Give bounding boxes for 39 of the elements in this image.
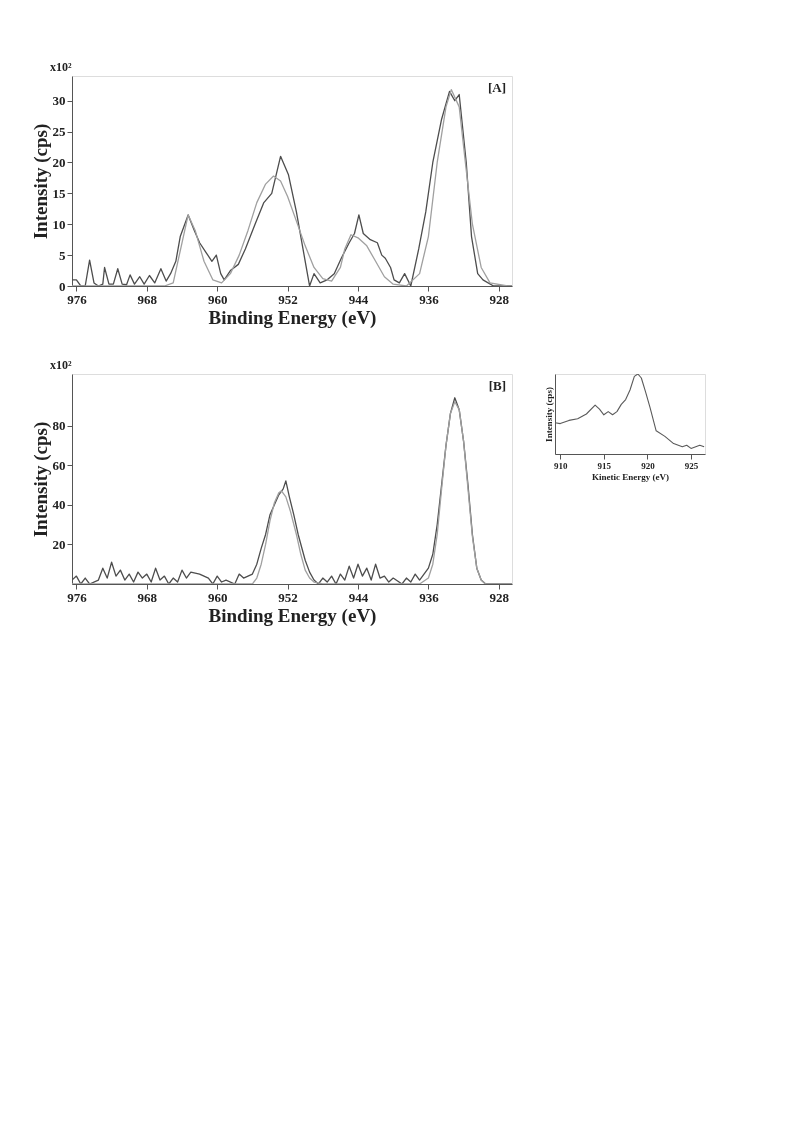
x-tick-label: 968 bbox=[137, 291, 158, 307]
y-tick-label: 15 bbox=[52, 185, 66, 201]
x-axis-title: Binding Energy (eV) bbox=[208, 306, 377, 329]
x-tick-label: 920 bbox=[641, 460, 656, 471]
text: x10² bbox=[50, 60, 72, 74]
x-tick-label: 928 bbox=[489, 589, 510, 605]
y-tick-label: 60 bbox=[52, 457, 66, 473]
x-axis-title: Binding Energy (eV) bbox=[208, 604, 377, 627]
text: x10² bbox=[50, 358, 72, 372]
x-tick-label: 968 bbox=[137, 589, 158, 605]
y-tick-label: 0 bbox=[59, 278, 66, 294]
annotation: [A] bbox=[487, 80, 506, 95]
x-tick-label: 944 bbox=[348, 291, 369, 307]
y-tick-label: 40 bbox=[52, 497, 66, 513]
y-axis-title: Intensity (cps) bbox=[29, 421, 52, 538]
x-tick-label: 944 bbox=[348, 589, 369, 605]
x-tick-label: 928 bbox=[489, 291, 510, 307]
x-tick-label: 960 bbox=[207, 291, 228, 307]
y-axis-title: Intensity (cps) bbox=[29, 123, 52, 240]
y-tick-label: 10 bbox=[52, 216, 66, 232]
y-tick-label: 25 bbox=[52, 124, 66, 140]
y-tick-label: 30 bbox=[52, 93, 66, 109]
x-tick-label: 976 bbox=[67, 291, 88, 307]
x-tick-label: 915 bbox=[597, 460, 612, 471]
y-tick-label: 20 bbox=[52, 536, 66, 552]
x-tick-label: 925 bbox=[684, 460, 699, 471]
x-tick-label: 910 bbox=[553, 460, 568, 471]
x-tick-label: 936 bbox=[419, 589, 440, 605]
y-tick-label: 20 bbox=[52, 154, 66, 170]
y-axis-title: Intensity (cps) bbox=[543, 387, 554, 442]
x-tick-label: 952 bbox=[278, 589, 298, 605]
annotation: [B] bbox=[488, 378, 506, 393]
x-tick-label: 952 bbox=[278, 291, 298, 307]
x-axis-title: Kinetic Energy (eV) bbox=[592, 471, 669, 482]
y-tick-label: 80 bbox=[52, 418, 66, 434]
x-tick-label: 976 bbox=[67, 589, 88, 605]
x-tick-label: 960 bbox=[207, 589, 228, 605]
x-tick-label: 936 bbox=[419, 291, 440, 307]
y-tick-label: 5 bbox=[59, 247, 66, 263]
